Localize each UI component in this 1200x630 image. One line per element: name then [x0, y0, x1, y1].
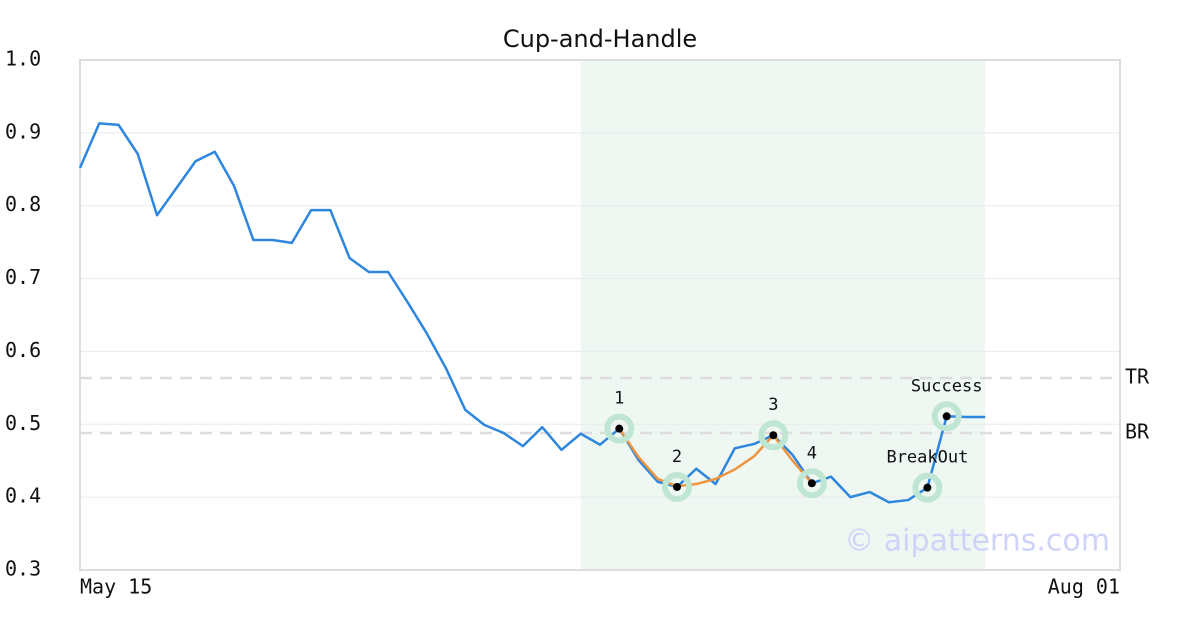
pattern-label: 3: [768, 395, 778, 415]
pattern-marker-halo: [662, 471, 693, 502]
pattern-marker: [807, 479, 816, 488]
y-tick-label: 0.9: [5, 119, 41, 143]
pattern-marker: [673, 482, 682, 491]
pattern-marker-halo: [758, 420, 789, 451]
x-tick-label: Aug 01: [1048, 575, 1120, 599]
pattern-marker: [769, 431, 778, 440]
y-tick-label: 0.3: [5, 557, 41, 581]
reference-label: TR: [1125, 365, 1150, 389]
y-tick-label: 0.7: [5, 265, 41, 289]
pattern-label: 4: [807, 443, 817, 463]
pattern-label: 1: [614, 389, 624, 409]
pattern-marker: [942, 412, 951, 421]
chart-title: Cup-and-Handle: [503, 25, 697, 53]
y-tick-label: 1.0: [5, 47, 41, 71]
watermark: © aipatterns.com: [844, 524, 1110, 559]
pattern-marker-halo: [796, 468, 827, 499]
pattern-marker-halo: [912, 472, 943, 503]
reference-label: BR: [1125, 420, 1150, 444]
y-tick-label: 0.8: [5, 192, 41, 216]
plot-frame: [79, 59, 1121, 571]
pattern-marker-halo: [604, 413, 635, 444]
pattern-marker-halo: [931, 401, 962, 432]
pattern-marker: [923, 483, 932, 492]
data-line: [78, 122, 986, 504]
pattern-label: Success: [911, 376, 983, 396]
y-tick-label: 0.4: [5, 484, 41, 508]
x-tick-label: May 15: [80, 575, 152, 599]
pattern-label: BreakOut: [886, 448, 968, 468]
pattern-label: 2: [672, 447, 682, 467]
y-tick-label: 0.5: [5, 411, 41, 435]
pattern-marker: [615, 424, 624, 433]
y-tick-label: 0.6: [5, 338, 41, 362]
highlight-region: [580, 60, 986, 570]
